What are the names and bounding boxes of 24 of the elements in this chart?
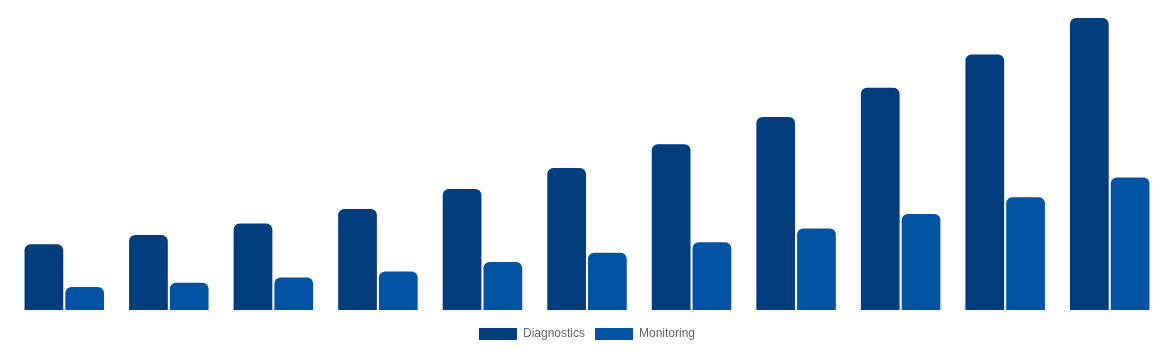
bar xyxy=(1069,18,1109,310)
bar xyxy=(860,87,900,310)
bar xyxy=(233,223,273,310)
bar xyxy=(797,228,836,310)
bar xyxy=(756,116,796,310)
bar xyxy=(483,262,523,310)
bar xyxy=(692,242,732,310)
bar xyxy=(1110,177,1150,310)
bar xyxy=(1006,197,1045,310)
bar xyxy=(169,282,209,310)
bar xyxy=(24,244,64,310)
bar xyxy=(338,208,377,310)
bar xyxy=(65,286,105,310)
bar xyxy=(901,213,941,310)
bar xyxy=(547,168,586,310)
bar xyxy=(274,277,314,310)
bar xyxy=(965,54,1005,310)
legend-label: Diagnostics xyxy=(522,326,585,341)
bar xyxy=(651,144,691,310)
legend-label: Monitoring xyxy=(639,326,696,341)
bar xyxy=(442,189,482,310)
bar xyxy=(378,271,418,310)
bar xyxy=(588,252,627,310)
bar xyxy=(129,234,168,310)
